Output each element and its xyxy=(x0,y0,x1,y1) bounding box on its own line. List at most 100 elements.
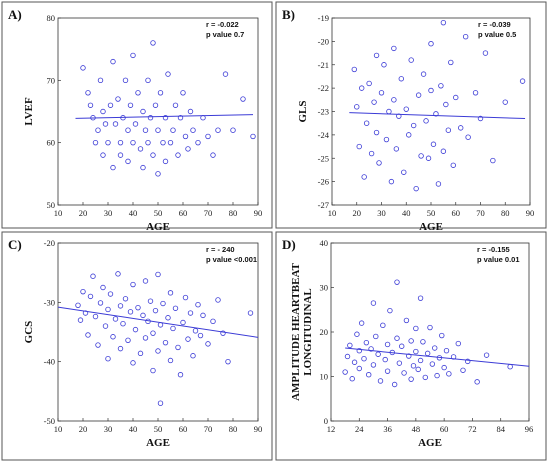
data-point xyxy=(420,71,427,77)
y-tick-label: -20 xyxy=(44,238,55,248)
data-point xyxy=(428,41,434,47)
x-tick-label: 36 xyxy=(383,424,392,434)
y-tick-label: 40 xyxy=(320,238,329,248)
x-tick-label: 60 xyxy=(440,424,449,434)
stat-annotation: p value 0.7 xyxy=(206,30,244,39)
x-tick-label: 50 xyxy=(154,208,163,218)
stat-annotation: r = -0.022 xyxy=(206,20,239,29)
data-point xyxy=(130,52,136,59)
data-point xyxy=(394,279,400,285)
data-point xyxy=(490,157,496,164)
x-tick-label: 48 xyxy=(412,424,421,434)
data-point xyxy=(155,127,161,133)
data-point xyxy=(180,319,186,326)
data-point xyxy=(190,127,196,133)
data-point xyxy=(445,127,452,133)
data-point xyxy=(418,153,424,159)
data-point xyxy=(394,335,400,341)
x-tick-label: 30 xyxy=(377,208,386,218)
data-point xyxy=(417,295,424,301)
y-tick-label: -22 xyxy=(318,83,329,93)
data-point xyxy=(455,340,461,347)
data-point xyxy=(349,376,355,382)
x-tick-label: 60 xyxy=(179,208,188,218)
data-point xyxy=(80,288,86,295)
data-point xyxy=(460,367,466,373)
data-point xyxy=(408,376,414,382)
data-point xyxy=(127,309,134,315)
data-point xyxy=(373,333,379,340)
x-tick-label: 20 xyxy=(79,424,88,434)
data-point xyxy=(440,19,447,26)
trend-line xyxy=(57,306,259,338)
data-point xyxy=(180,90,186,96)
y-axis-title: GLS xyxy=(297,100,309,122)
data-point xyxy=(477,115,484,122)
data-point xyxy=(450,162,456,168)
data-point xyxy=(82,310,89,316)
data-point xyxy=(145,139,151,146)
data-point xyxy=(391,97,397,103)
y-tick-label: 70 xyxy=(47,75,56,85)
data-point xyxy=(356,143,362,150)
data-point xyxy=(110,58,116,65)
x-tick-label: 90 xyxy=(254,424,263,434)
data-point xyxy=(87,293,94,300)
data-point xyxy=(474,379,480,385)
data-point xyxy=(373,52,380,59)
data-point xyxy=(415,366,421,373)
data-point xyxy=(140,108,146,115)
data-point xyxy=(344,353,351,360)
data-point xyxy=(358,320,365,326)
data-point xyxy=(417,357,424,364)
data-point xyxy=(117,152,124,158)
data-point xyxy=(205,133,211,140)
data-point xyxy=(167,290,174,296)
data-point xyxy=(147,115,154,121)
data-point xyxy=(354,331,360,337)
data-point xyxy=(167,357,174,364)
data-point xyxy=(434,372,440,379)
data-point xyxy=(117,303,124,309)
y-tick-label: 10 xyxy=(320,372,329,382)
data-point xyxy=(359,85,365,91)
data-point xyxy=(105,306,111,313)
data-point xyxy=(142,127,149,133)
data-point xyxy=(192,328,199,334)
data-point xyxy=(100,152,106,158)
panel-4: D) 12 24 36 48 60 72 84 96 0 10 20 30 40 AGE AMPLITUDE … xyxy=(275,231,547,461)
y-axis-title: GCS xyxy=(23,321,35,344)
data-point xyxy=(185,336,191,342)
data-point xyxy=(182,133,189,140)
trend-line xyxy=(345,347,530,367)
data-point xyxy=(92,313,99,320)
data-point xyxy=(95,127,101,133)
data-point xyxy=(465,358,471,365)
data-point xyxy=(391,381,398,388)
data-point xyxy=(222,71,229,77)
x-tick-label: 10 xyxy=(54,424,63,434)
data-point xyxy=(125,337,131,344)
x-axis-title: AGE xyxy=(146,437,170,449)
data-point xyxy=(406,353,412,359)
stat-annotation: r = - 240 xyxy=(206,245,235,254)
data-point xyxy=(384,341,391,348)
data-point xyxy=(152,102,159,108)
data-point xyxy=(160,139,166,146)
y-tick-label: 50 xyxy=(47,200,56,210)
data-point xyxy=(87,102,94,108)
data-point xyxy=(172,305,179,311)
data-point xyxy=(170,325,176,332)
x-tick-label: 40 xyxy=(402,208,411,218)
data-point xyxy=(375,351,381,357)
data-point xyxy=(351,66,357,73)
x-tick-label: 10 xyxy=(54,208,63,218)
data-point xyxy=(130,360,136,366)
data-point xyxy=(140,312,146,319)
data-point xyxy=(190,353,196,359)
data-point xyxy=(441,364,447,371)
x-tick-label: 60 xyxy=(179,424,188,434)
data-point xyxy=(383,136,390,143)
x-tick-label: 40 xyxy=(129,424,138,434)
data-point xyxy=(157,90,164,96)
